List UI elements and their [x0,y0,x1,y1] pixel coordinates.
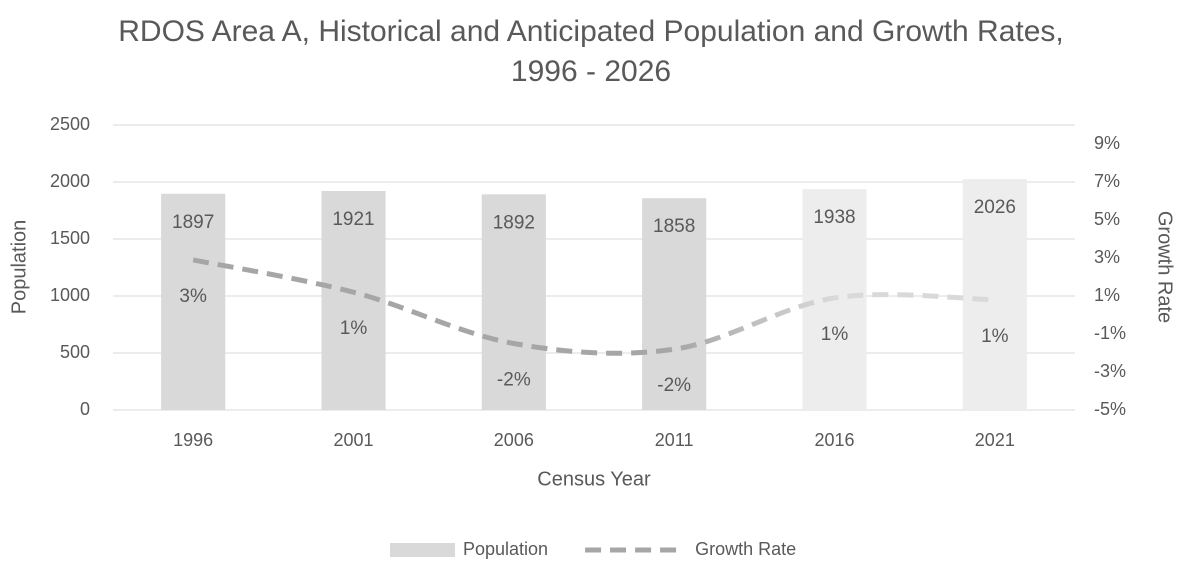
y2-tick-label: -3% [1094,361,1126,381]
x-axis-label: Census Year [537,468,651,490]
bar [161,193,226,410]
y-tick-label: 1000 [50,285,90,305]
bar-value-label: 2026 [974,197,1016,218]
y2-tick-label: 1% [1094,285,1120,305]
line [192,257,995,356]
line-value-label: 3% [179,286,207,307]
y-axis-label: Population [8,220,30,315]
x-tick-label: 2001 [333,430,373,450]
bar [642,198,707,410]
x-tick-label: 1996 [173,430,213,450]
legend-label: Population [463,539,548,559]
line-value-label: 1% [821,324,849,345]
y2-tick-label: 7% [1094,171,1120,191]
line-value-label: -2% [497,370,531,391]
bar-value-label: 1897 [172,212,214,233]
bar [481,194,546,410]
bar [962,179,1027,410]
y-tick-label: 0 [80,399,90,419]
line-value-label: 1% [340,318,368,339]
y-tick-label: 1500 [50,228,90,248]
y2-tick-label: -5% [1094,399,1126,419]
y-tick-label: 500 [60,342,90,362]
y2-tick-label: -1% [1094,323,1126,343]
x-tick-label: 2006 [494,430,534,450]
legend-swatch [390,543,455,557]
line-value-label: -2% [657,375,691,396]
bar-value-label: 1892 [493,212,535,233]
y-tick-label: 2500 [50,114,90,134]
line-value-label: 1% [981,326,1009,347]
x-tick-label: 2011 [655,430,694,450]
y2-tick-label: 3% [1094,247,1120,267]
y-tick-label: 2000 [50,171,90,191]
legend-label: Growth Rate [695,539,796,559]
x-tick-label: 2021 [975,430,1015,450]
y2-tick-label: 5% [1094,209,1120,229]
bar-value-label: 1921 [332,209,374,230]
y2-axis-label: Growth Rate [1154,211,1176,323]
bar-value-label: 1938 [813,207,855,228]
bar-value-label: 1858 [653,216,695,237]
chart-title: RDOS Area A, Historical and Anticipated … [118,15,1064,88]
y2-tick-label: 9% [1094,133,1120,153]
x-tick-label: 2016 [814,430,854,450]
